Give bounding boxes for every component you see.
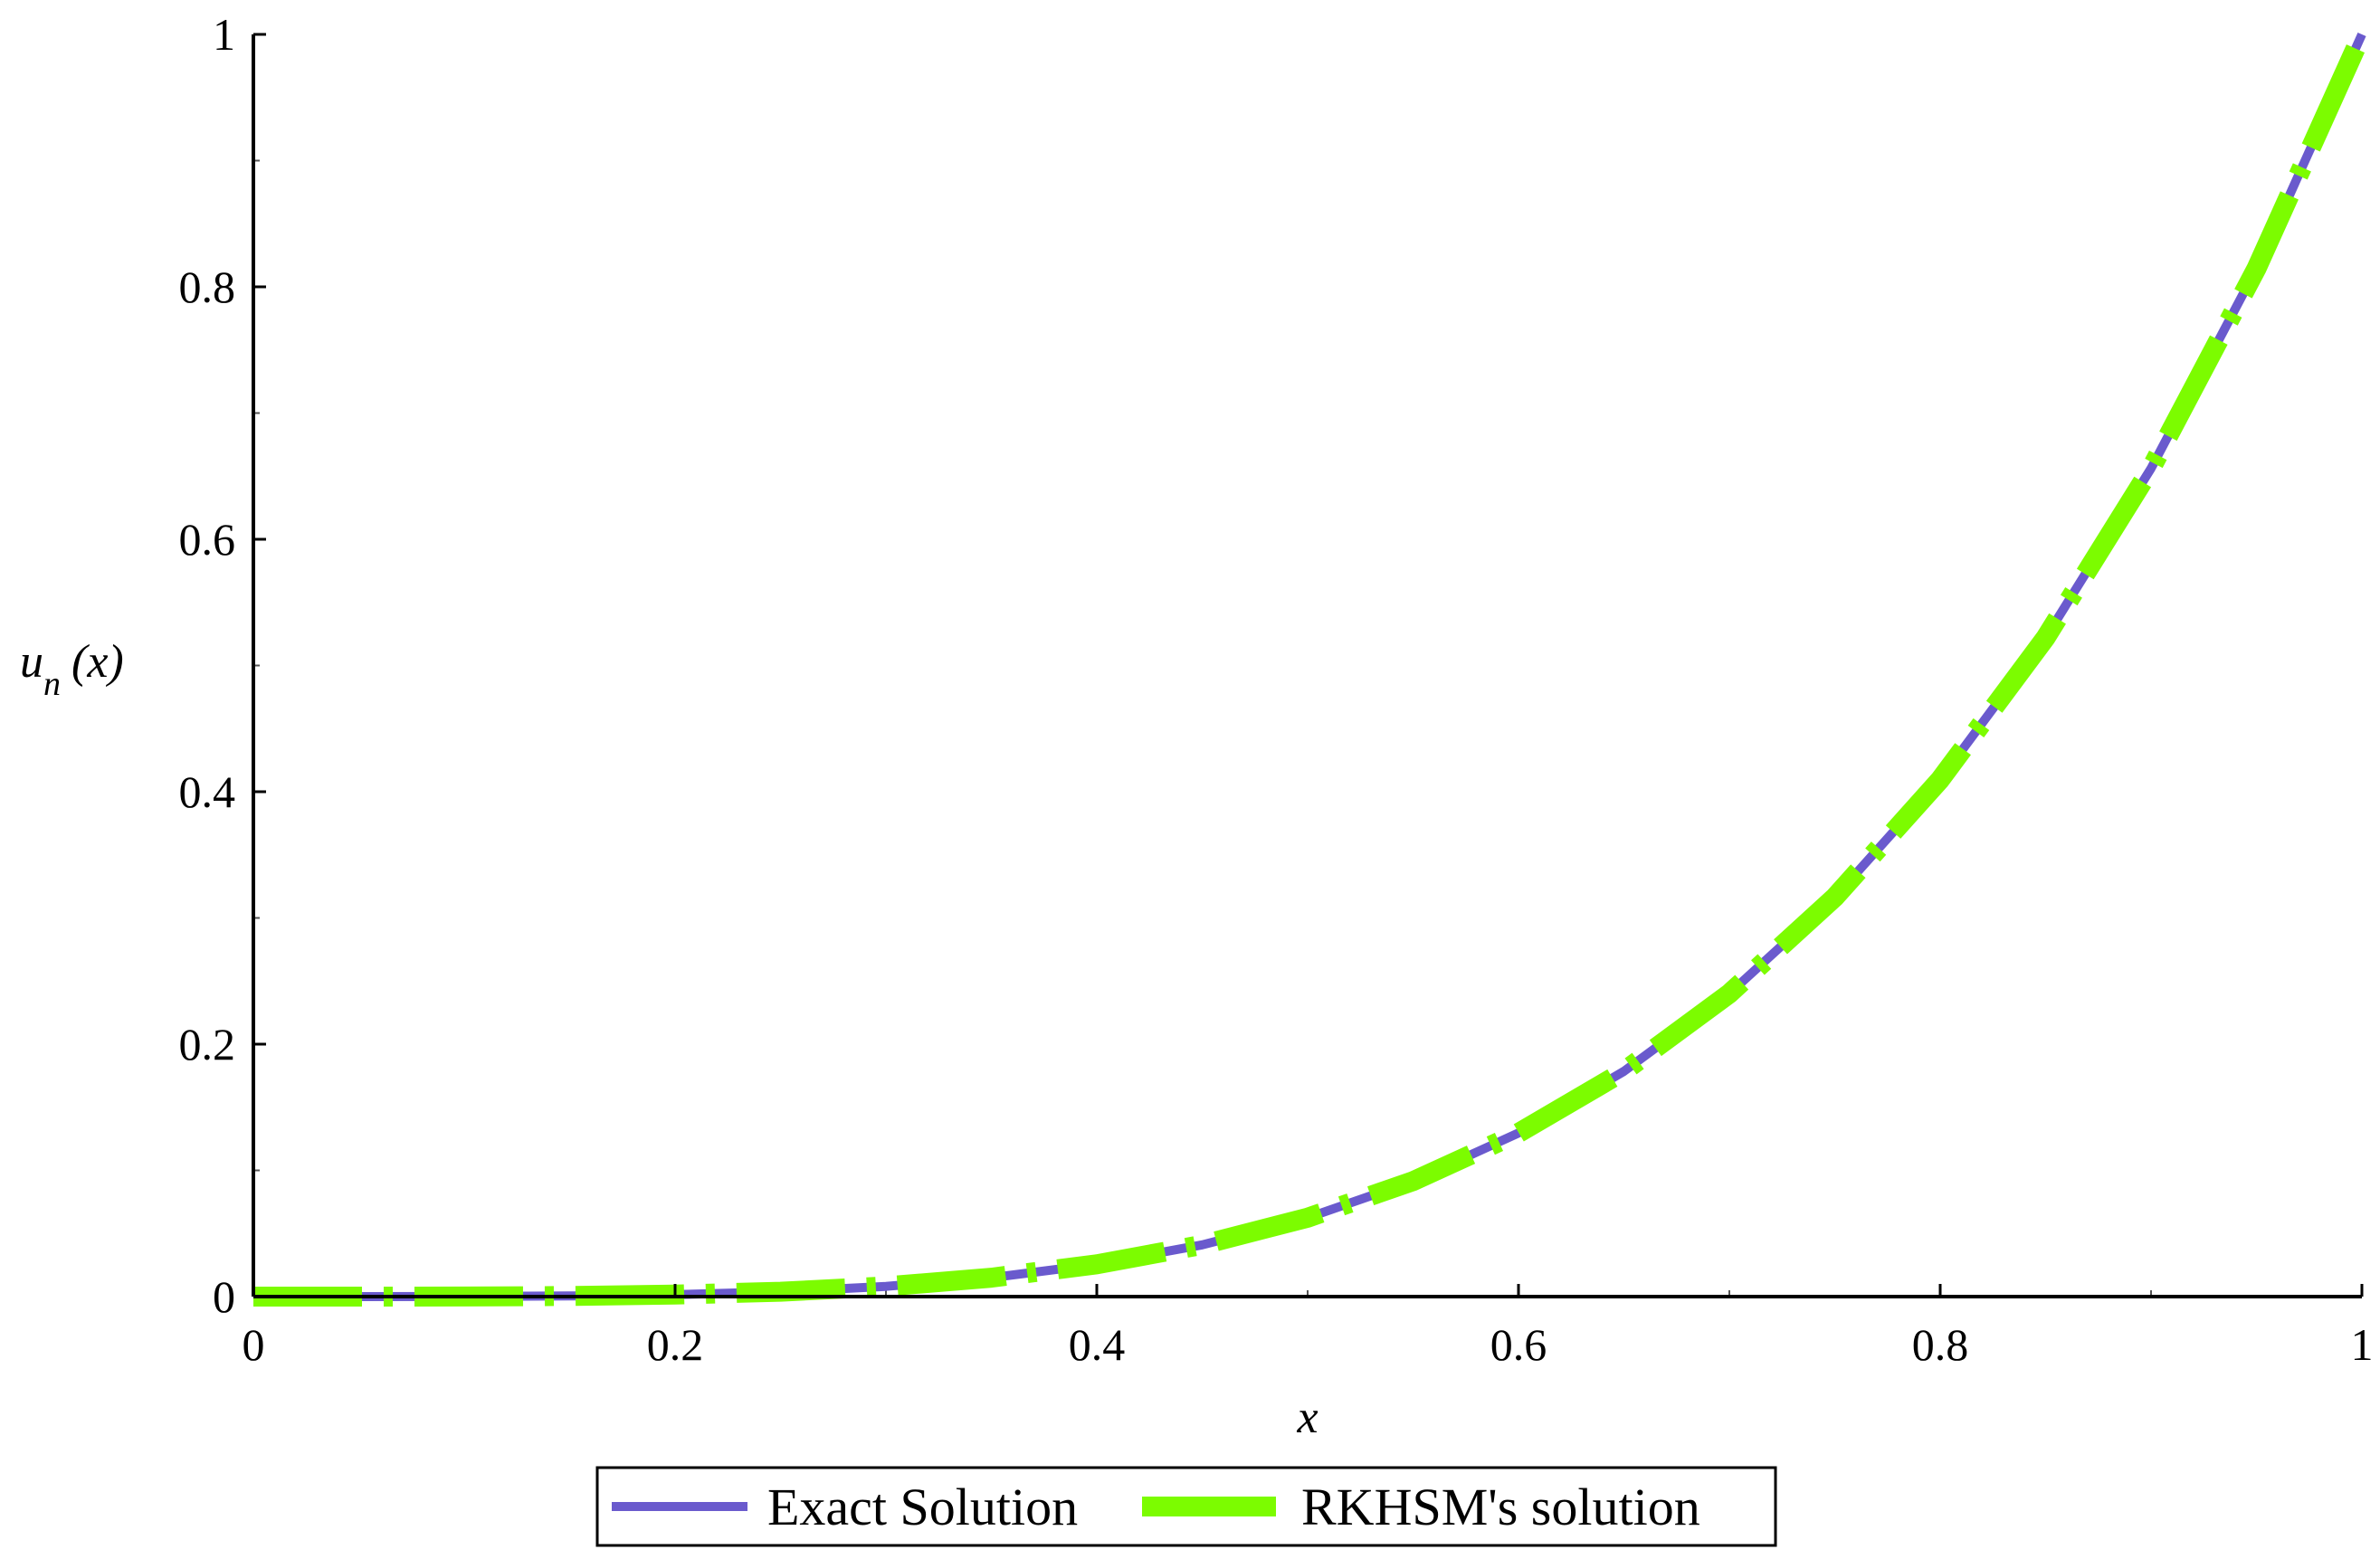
- y-tick-label: 0.2: [179, 1019, 236, 1069]
- x-tick-label: 0: [243, 1319, 265, 1370]
- series-line: [253, 30, 2372, 1307]
- y-tick-label: 0.8: [179, 261, 236, 312]
- x-tick-label: 0.8: [1912, 1319, 1969, 1370]
- y-tick-label: 1: [213, 9, 235, 60]
- series-line: [253, 32, 2366, 1301]
- y-axis-title-main: u: [20, 636, 43, 688]
- y-tick-label: 0.4: [179, 766, 236, 817]
- x-tick-label: 0.4: [1069, 1319, 1126, 1370]
- y-axis-title: un (x): [20, 636, 124, 703]
- legend: Exact Solution RKHSM's solution: [595, 1466, 1777, 1547]
- legend-label-rkhsm: RKHSM's solution: [1301, 1478, 1700, 1536]
- legend-label-exact: Exact Solution: [767, 1478, 1078, 1536]
- y-axis-title-sub: n: [43, 665, 61, 703]
- series-layer: [253, 30, 2372, 1307]
- x-tick-label: 0.6: [1490, 1319, 1547, 1370]
- y-tick-label: 0.6: [179, 514, 236, 565]
- minor-ticks: [253, 159, 2152, 1297]
- x-tick-label: 1: [2351, 1319, 2374, 1370]
- y-axis-title-arg: (x): [71, 636, 124, 688]
- x-ticks: 0 0.2 0.4 0.6 0.8 1: [243, 1284, 2374, 1370]
- y-tick-label: 0: [213, 1271, 235, 1322]
- x-axis-title: x: [1296, 1392, 1318, 1443]
- y-ticks: 0 0.2 0.4 0.6 0.8 1: [179, 9, 266, 1322]
- x-tick-label: 0.2: [647, 1319, 704, 1370]
